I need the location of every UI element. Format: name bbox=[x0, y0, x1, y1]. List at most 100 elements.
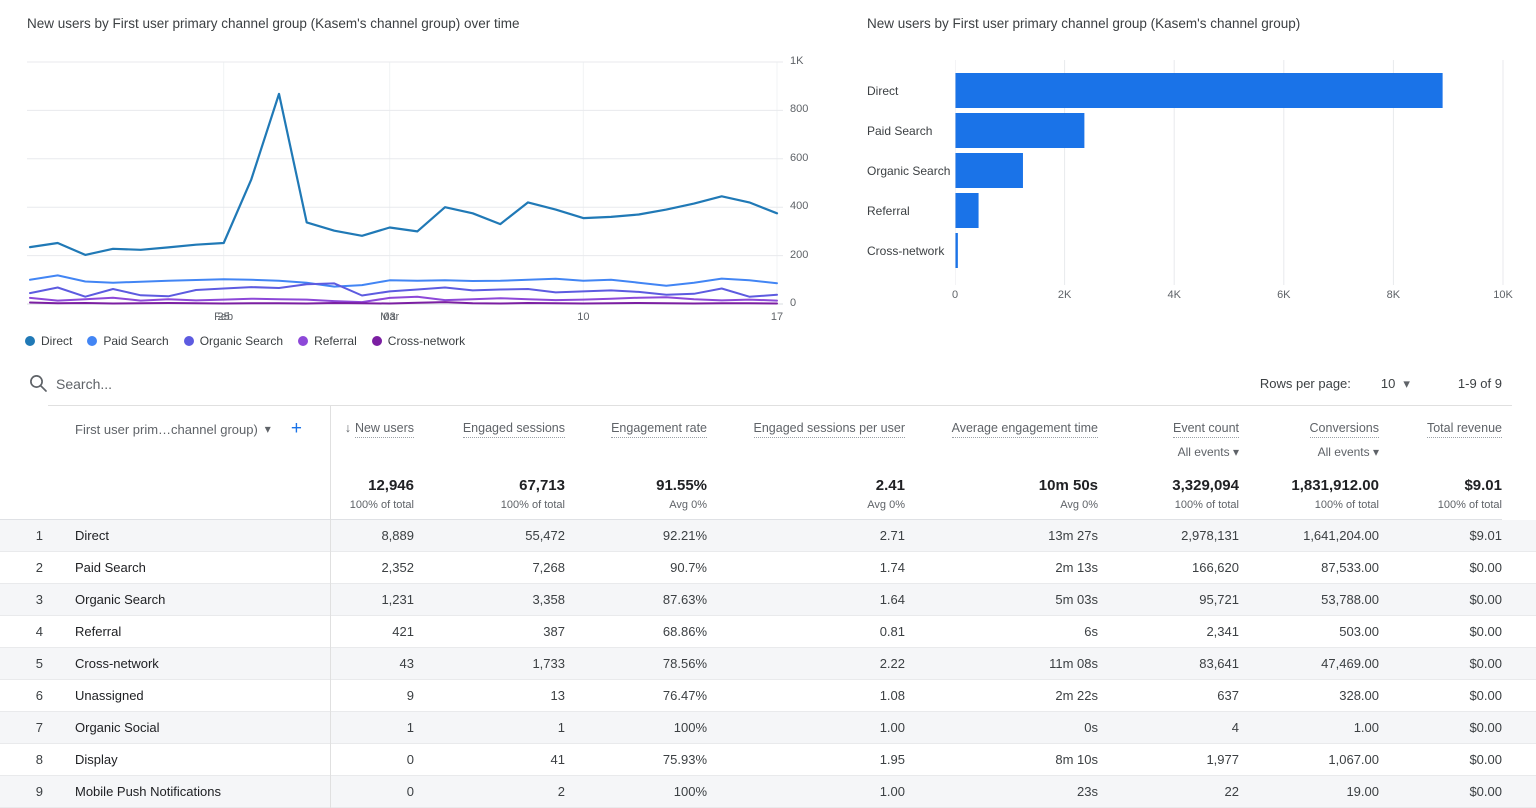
table-cell: $0.00 bbox=[1469, 592, 1502, 607]
totals-subtext: 100% of total bbox=[349, 499, 414, 511]
channel-name: Organic Social bbox=[75, 720, 160, 735]
line-chart-x-axis: 25 Feb 03 Mar 10 17 bbox=[214, 311, 784, 323]
bar-cross-network bbox=[955, 233, 958, 268]
chevron-down-icon[interactable]: ▾ bbox=[1403, 375, 1410, 391]
table-cell: 6s bbox=[1084, 624, 1098, 639]
table-cell: 53,788.00 bbox=[1321, 592, 1379, 607]
events-filter-dropdown[interactable]: All events ▾ bbox=[1177, 445, 1239, 459]
line-series-direct bbox=[28, 92, 779, 256]
rows-per-page-select[interactable]: 10 bbox=[1380, 376, 1396, 391]
column-header-total-revenue[interactable]: Total revenue bbox=[1379, 406, 1502, 438]
legend-dot-icon bbox=[183, 336, 194, 346]
column-header-label: Event count bbox=[1172, 421, 1239, 438]
column-header-average-engagement-time[interactable]: Average engagement time bbox=[905, 406, 1098, 438]
legend-dot-icon bbox=[87, 336, 98, 346]
row-index: 3 bbox=[35, 592, 43, 607]
table-totals-row: 12,946 100% of total 67,713 100% of total 91… bbox=[0, 465, 1502, 520]
table-cell: 1.00 bbox=[879, 784, 905, 799]
table-cell: 100% bbox=[673, 720, 707, 735]
table-cell: 95,721 bbox=[1199, 592, 1239, 607]
table-body: 1 Direct 8,889 55,472 92.21% 2.71 13m 27s 2,978… bbox=[0, 520, 1536, 808]
table-cell: 100% bbox=[673, 784, 707, 799]
column-header-conversions[interactable]: Conversions All events ▾ bbox=[1239, 406, 1379, 459]
legend-dot-icon bbox=[25, 336, 35, 346]
totals-value: 2.41 bbox=[875, 477, 905, 494]
channel-name: Direct bbox=[75, 528, 109, 543]
table-cell: 1.95 bbox=[879, 752, 905, 767]
column-header-engaged-sessions-per-user[interactable]: Engaged sessions per user bbox=[707, 406, 905, 438]
channel-name: Paid Search bbox=[75, 560, 146, 575]
column-header-event-count[interactable]: Event count All events ▾ bbox=[1098, 406, 1239, 459]
column-header-label: Total revenue bbox=[1426, 421, 1502, 438]
search-icon bbox=[30, 375, 47, 392]
channel-name: Display bbox=[75, 752, 118, 767]
events-filter-dropdown[interactable]: All events ▾ bbox=[1317, 445, 1379, 459]
column-header-engagement-rate[interactable]: Engagement rate bbox=[565, 406, 707, 438]
table-row: 3 Organic Search 1,231 3,358 87.63% 1.64 5m 03… bbox=[0, 584, 1536, 616]
table-cell: 1,733 bbox=[532, 656, 565, 671]
line-chart bbox=[27, 61, 783, 305]
table-cell: 0 bbox=[406, 752, 414, 767]
table-row: 7 Organic Social 1 1 100% 1.00 0s 4 1.00 $0.00 bbox=[0, 712, 1536, 744]
table-cell: 9 bbox=[406, 688, 414, 703]
totals-cell: 67,713 100% of total bbox=[414, 465, 565, 511]
legend-label: Paid Search bbox=[103, 334, 169, 348]
table-cell: 55,472 bbox=[525, 528, 565, 543]
column-header-engaged-sessions[interactable]: Engaged sessions bbox=[414, 406, 565, 438]
y-tick-label: 1K bbox=[790, 55, 804, 67]
totals-cell: 10m 50s Avg 0% bbox=[905, 465, 1098, 511]
line-chart-y-axis: 1K 800 600 400 200 0 bbox=[790, 55, 820, 309]
table-cell: 3,358 bbox=[532, 592, 565, 607]
table-row: 4 Referral 421 387 68.86% 0.81 6s 2,341 503.00 $0… bbox=[0, 616, 1536, 648]
totals-cell: 3,329,094 100% of total bbox=[1098, 465, 1239, 511]
table-cell: 4 bbox=[1231, 720, 1239, 735]
table-cell: 1,067.00 bbox=[1328, 752, 1379, 767]
totals-spacer bbox=[56, 465, 330, 477]
totals-subtext: 100% of total bbox=[500, 499, 565, 511]
bar-category-label-cross-network: Cross-network bbox=[867, 244, 945, 258]
column-header-new-users[interactable]: ↓ New users bbox=[330, 406, 414, 438]
legend-dot-icon bbox=[371, 336, 382, 346]
channel-name: Referral bbox=[75, 624, 122, 639]
table-cell: 43 bbox=[399, 656, 414, 671]
row-index: 7 bbox=[35, 720, 43, 735]
bar-paid-search bbox=[955, 113, 1085, 148]
x-tick-label: 4K bbox=[1167, 289, 1181, 301]
table-cell: 1.64 bbox=[879, 592, 905, 607]
search-input[interactable] bbox=[56, 362, 616, 405]
table-row: 2 Paid Search 2,352 7,268 90.7% 1.74 2m 13s 166… bbox=[0, 552, 1536, 584]
totals-subtext: 100% of total bbox=[1174, 499, 1239, 511]
bar-category-label-direct: Direct bbox=[867, 84, 899, 98]
bar-organic-search bbox=[955, 153, 1023, 188]
table-row: 5 Cross-network 43 1,733 78.56% 2.22 11m 08s 83… bbox=[0, 648, 1536, 680]
totals-value: 67,713 bbox=[519, 477, 565, 494]
dimension-header-dropdown[interactable]: First user prim…channel group) ▾ + bbox=[56, 406, 330, 440]
table-cell: 87,533.00 bbox=[1321, 560, 1379, 575]
add-dimension-icon[interactable]: + bbox=[290, 418, 302, 439]
table-cell: 8m 10s bbox=[1055, 752, 1098, 767]
legend-label: Referral bbox=[314, 334, 357, 348]
table-cell: 2,341 bbox=[1206, 624, 1239, 639]
table-cell: 83,641 bbox=[1199, 656, 1239, 671]
bar-category-label-organic-search: Organic Search bbox=[867, 164, 951, 178]
table-cell: 387 bbox=[543, 624, 565, 639]
table-cell: 1,231 bbox=[381, 592, 414, 607]
table-cell: 1 bbox=[557, 720, 565, 735]
table-header-row: First user prim…channel group) ▾ + ↓ New use… bbox=[0, 406, 1502, 465]
table-cell: 5m 03s bbox=[1055, 592, 1098, 607]
x-tick-label: 6K bbox=[1277, 289, 1291, 301]
channel-name: Organic Search bbox=[75, 592, 166, 607]
table-cell: 78.56% bbox=[662, 656, 707, 671]
column-header-label: New users bbox=[354, 421, 414, 438]
bar-chart-x-axis: 0 2K 4K 6K 8K 10K bbox=[952, 289, 1515, 305]
totals-subtext: Avg 0% bbox=[867, 499, 905, 511]
table-cell: 41 bbox=[550, 752, 565, 767]
legend-item-paid-search: Paid Search bbox=[87, 334, 169, 348]
header-spacer bbox=[0, 406, 56, 421]
chevron-down-icon[interactable]: ▾ bbox=[264, 422, 271, 436]
y-tick-label: 200 bbox=[790, 248, 809, 261]
totals-value: 12,946 bbox=[368, 477, 414, 494]
table-cell: 2,352 bbox=[381, 560, 414, 575]
table-cell: 13 bbox=[550, 688, 565, 703]
